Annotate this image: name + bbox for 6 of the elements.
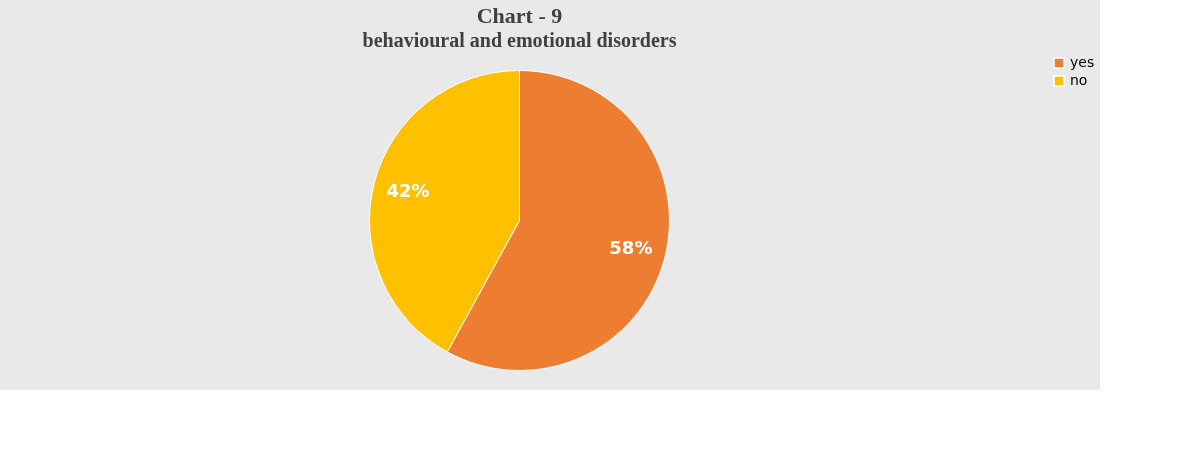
data-label: 42% [386,179,430,201]
legend-label: no [1070,72,1088,88]
legend-label: yes [1070,54,1095,70]
data-label: 58% [609,237,653,259]
chart-subtitle: behavioural and emotional disorders [362,29,677,51]
chart-title: Chart - 9 [476,3,563,28]
